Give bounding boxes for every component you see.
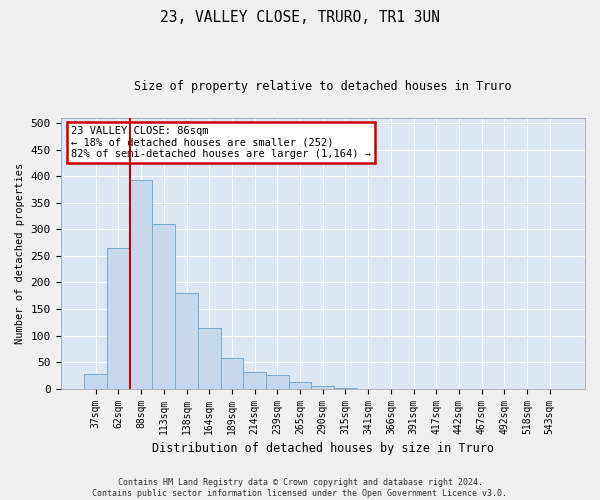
Bar [175, 293, 198, 388]
Bar [85, 374, 107, 388]
Bar [243, 372, 266, 388]
X-axis label: Distribution of detached houses by size in Truro: Distribution of detached houses by size … [152, 442, 494, 455]
Bar [152, 224, 175, 388]
Bar [130, 180, 152, 388]
Text: 23 VALLEY CLOSE: 86sqm
← 18% of detached houses are smaller (252)
82% of semi-de: 23 VALLEY CLOSE: 86sqm ← 18% of detached… [71, 126, 371, 159]
Y-axis label: Number of detached properties: Number of detached properties [15, 162, 25, 344]
Title: Size of property relative to detached houses in Truro: Size of property relative to detached ho… [134, 80, 512, 93]
Bar [289, 382, 311, 388]
Bar [198, 328, 221, 388]
Bar [221, 358, 243, 388]
Bar [311, 386, 334, 388]
Text: 23, VALLEY CLOSE, TRURO, TR1 3UN: 23, VALLEY CLOSE, TRURO, TR1 3UN [160, 10, 440, 25]
Bar [107, 248, 130, 388]
Text: Contains HM Land Registry data © Crown copyright and database right 2024.
Contai: Contains HM Land Registry data © Crown c… [92, 478, 508, 498]
Bar [266, 376, 289, 388]
